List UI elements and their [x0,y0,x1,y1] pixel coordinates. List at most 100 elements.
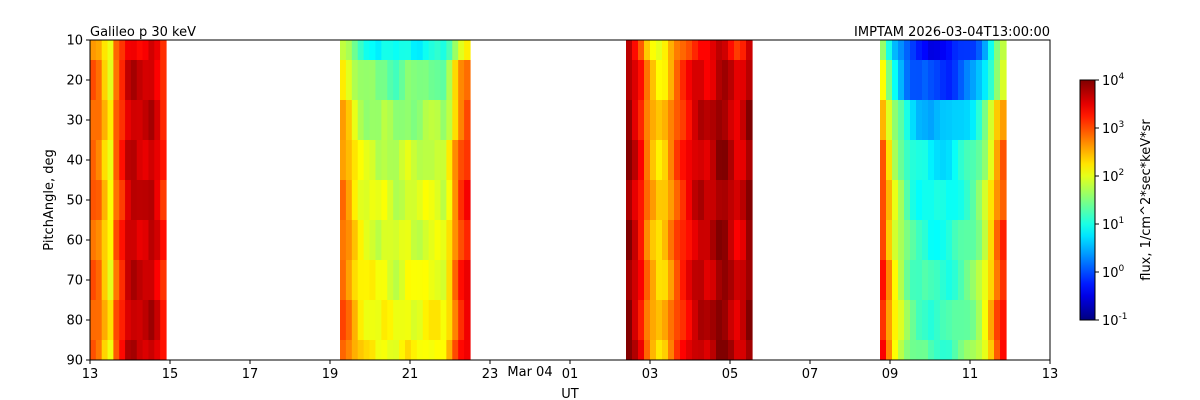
heatmap-cell [928,60,935,100]
heatmap-cell [119,260,126,300]
heatmap-cell [452,140,459,180]
heatmap-cell [958,300,965,340]
heatmap-cell [964,100,971,140]
heatmap-cell [405,100,412,140]
colorbar [1079,79,1096,321]
heatmap-cell [107,140,114,180]
heatmap-cell [674,100,681,140]
heatmap-cell [416,220,424,260]
heatmap-cell [880,100,887,140]
heatmap-cell [410,40,418,60]
heatmap-cell [976,220,983,260]
heatmap-cell [746,220,753,260]
heatmap-cell [892,300,899,340]
heatmap-cell [650,180,657,220]
heatmap-cell [886,140,893,180]
heatmap-cell [410,260,418,300]
heatmap-cell [638,100,645,140]
heatmap-cell [686,220,693,260]
heatmap-cell [428,60,436,100]
heatmap-cell [704,340,711,360]
heatmap-cell [416,140,424,180]
heatmap-cell [710,60,717,100]
x-tick-label: 13 [82,367,99,382]
heatmap-cell [650,140,657,180]
heatmap-cell [142,300,150,340]
heatmap-cell [976,100,983,140]
heatmap-cell [704,220,711,260]
heatmap-cell [674,260,681,300]
heatmap-cell [976,140,983,180]
heatmap-cell [345,340,353,360]
heatmap-cell [125,180,132,220]
heatmap-cell [716,260,723,300]
x-tick-label: 11 [962,367,979,382]
heatmap-cell [886,300,893,340]
heatmap-cell [746,300,753,340]
heatmap-cell [716,60,723,100]
heatmap-cell [880,40,887,60]
y-tick-label: 40 [66,154,83,169]
heatmap-cell [722,220,729,260]
heatmap-cell [130,340,138,360]
heatmap-cell [976,340,983,360]
heatmap-cell [160,340,167,360]
heatmap-cell [440,140,447,180]
x-tick-label: 09 [882,367,899,382]
heatmap-cell [946,40,953,60]
y-tick-label: 80 [66,314,83,329]
heatmap-cell [136,340,144,360]
heatmap-cell [375,140,382,180]
heatmap-cell [898,300,905,340]
heatmap-cell [446,60,453,100]
heatmap-cell [381,340,388,360]
heatmap-cell [716,100,723,140]
heatmap-cell [892,140,899,180]
heatmap-cell [698,180,705,220]
heatmap-cell [904,100,911,140]
heatmap-cell [458,140,465,180]
heatmap-cell [1000,140,1007,180]
heatmap-cell [970,100,977,140]
heatmap-cell [393,300,400,340]
heatmap-cell [351,180,359,220]
heatmap-cell [632,340,639,360]
heatmap-cell [910,340,917,360]
heatmap-cell [422,60,430,100]
heatmap-cell [686,140,693,180]
heatmap-cell [393,180,400,220]
heatmap-cell [952,340,959,360]
x-tick-label: 23 [482,367,499,382]
heatmap-cell [644,260,651,300]
heatmap-cell [416,300,424,340]
heatmap-cell [964,40,971,60]
heatmap-cell [656,340,663,360]
heatmap-cell [722,40,729,60]
heatmap-cell [375,180,382,220]
heatmap-cell [90,100,97,140]
heatmap-cell [710,40,717,60]
heatmap-cell [710,340,717,360]
heatmap-cell [363,260,371,300]
heatmap-cell [686,180,693,220]
heatmap-cell [422,340,430,360]
heatmap-cell [410,100,418,140]
heatmap-cell [405,260,412,300]
heatmap-cell [136,60,144,100]
heatmap-cell [886,260,893,300]
heatmap-cell [626,220,633,260]
heatmap-cell [130,300,138,340]
heatmap-cell [656,140,663,180]
heatmap-cell [952,140,959,180]
heatmap-cell [710,260,717,300]
heatmap-cell [910,140,917,180]
heatmap-cell [728,260,735,300]
heatmap-cell [119,60,126,100]
heatmap-cell [970,300,977,340]
heatmap-cell [136,100,144,140]
heatmap-cell [464,340,471,360]
heatmap-cell [464,40,471,60]
heatmap-cell [357,140,365,180]
x-tick-label: 13 [1042,367,1059,382]
heatmap-cell [119,100,126,140]
